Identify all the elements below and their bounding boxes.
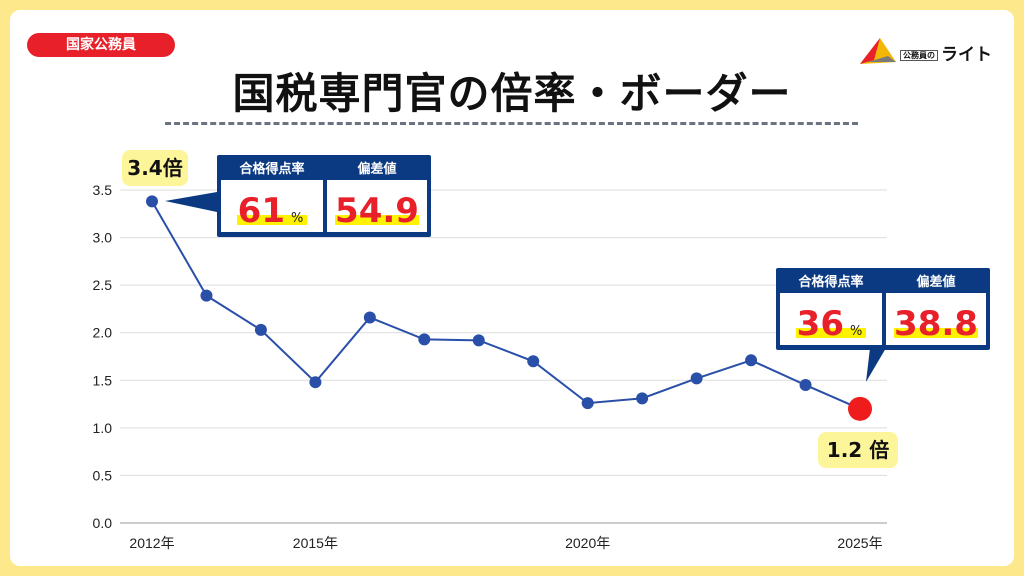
- data-point: [200, 289, 213, 302]
- y-tick-label: 3.5: [93, 182, 113, 198]
- title-divider: [165, 122, 858, 125]
- callout-pointer: [165, 192, 217, 212]
- ratio-label-bg: [122, 150, 188, 186]
- x-tick-label: 2015年: [293, 535, 338, 551]
- ratio-label-bg: [818, 432, 898, 468]
- logo: 公務員の ライト: [858, 36, 998, 66]
- data-point: [527, 355, 540, 368]
- y-tick-label: 1.5: [93, 372, 113, 388]
- page-title: 国税専門官の倍率・ボーダー: [232, 69, 792, 118]
- data-point: [254, 323, 267, 336]
- y-tick-label: 0.0: [93, 515, 113, 531]
- category-badge: 国家公務員: [27, 33, 175, 57]
- logo-brand: ライト: [941, 45, 992, 65]
- rate-value: 61: [238, 191, 285, 231]
- highlight-point: [848, 396, 872, 421]
- x-tick-label: 2012年: [129, 535, 174, 551]
- rate-label: 合格得点率: [239, 161, 304, 177]
- data-point: [636, 392, 649, 405]
- data-point: [799, 379, 812, 392]
- y-tick-label: 0.5: [93, 467, 113, 483]
- rate-unit: %: [850, 324, 862, 339]
- y-tick-label: 2.0: [93, 325, 113, 341]
- data-point: [309, 376, 322, 389]
- rate-label: 合格得点率: [798, 274, 863, 290]
- rate-unit: %: [291, 211, 303, 226]
- data-point: [418, 333, 431, 346]
- ratio-label: 3.4倍: [127, 156, 182, 180]
- rate-marker: [237, 215, 307, 225]
- x-tick-label: 2025年: [837, 535, 882, 551]
- logo-small-text: 公務員の: [900, 49, 938, 61]
- callout-1: 合格得点率 偏差値 36% 38.8 1.2 倍: [776, 268, 990, 468]
- data-point: [146, 195, 158, 208]
- data-point: [472, 334, 485, 347]
- series-line: [151, 200, 861, 410]
- deviation-marker: [894, 328, 978, 338]
- ratio-label: 1.2 倍: [827, 438, 889, 462]
- deviation-marker: [335, 215, 419, 225]
- x-tick-label: 2020年: [565, 535, 610, 551]
- rate-value: 36: [797, 304, 844, 344]
- data-point: [581, 397, 594, 410]
- callout-pointer: [866, 348, 886, 382]
- y-tick-label: 3.0: [93, 230, 113, 246]
- deviation-value: 38.8: [894, 304, 978, 344]
- rate-marker: [796, 328, 866, 338]
- data-point: [690, 372, 703, 385]
- y-tick-label: 1.0: [93, 420, 113, 436]
- deviation-label: 偏差値: [357, 161, 396, 177]
- deviation-value: 54.9: [335, 191, 419, 231]
- deviation-label: 偏差値: [916, 274, 955, 290]
- data-point: [363, 311, 376, 324]
- callout-0: 合格得点率 偏差値 61% 54.9 3.4倍: [122, 150, 431, 237]
- y-tick-label: 2.5: [93, 277, 113, 293]
- data-point: [745, 354, 758, 367]
- logo-mark-icon: [860, 38, 896, 64]
